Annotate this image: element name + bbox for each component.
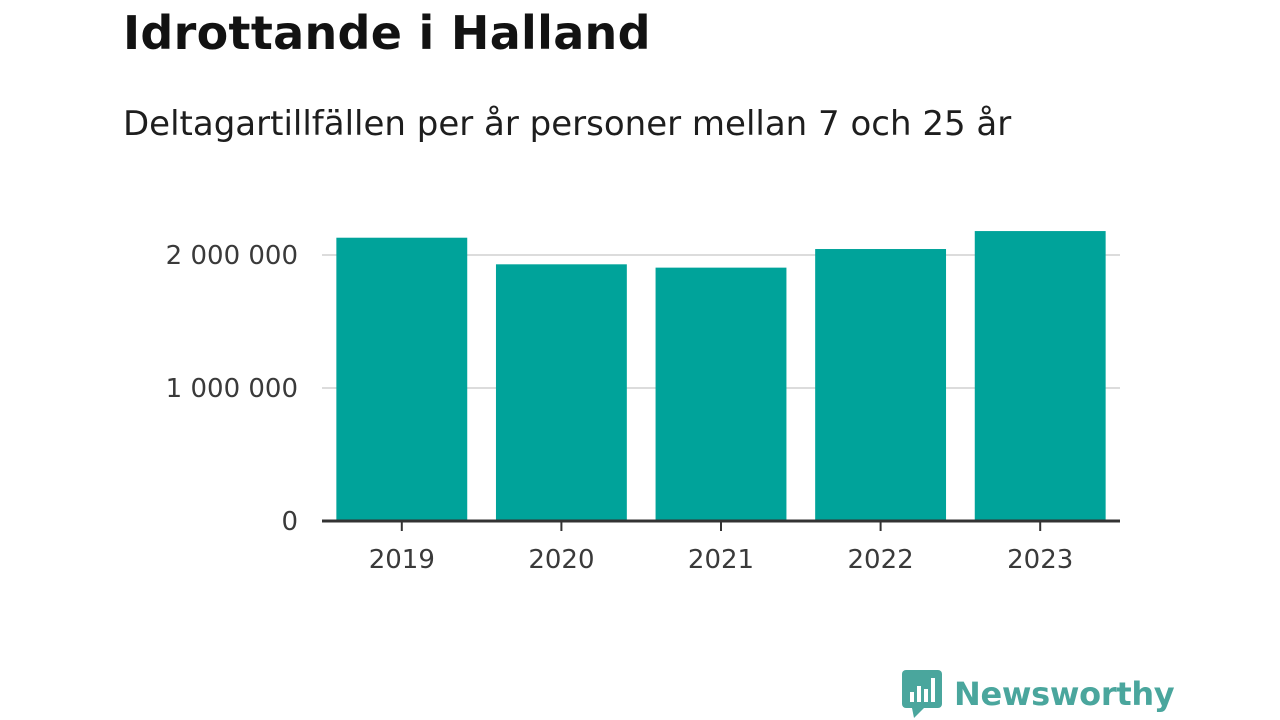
x-tick-label: 2023 xyxy=(1007,545,1073,575)
bar-2020 xyxy=(495,264,627,521)
newsworthy-logo: Newsworthy xyxy=(902,670,1175,718)
x-tick-label: 2022 xyxy=(848,545,914,575)
chart-subtitle: Deltagartillfällen per år personer mella… xyxy=(123,104,1012,144)
bar-chart: 0 1 000 000 2 000 000 2019 2020 2021 2022 2023 xyxy=(166,231,1120,575)
bar-2022 xyxy=(815,249,947,521)
tick-labels: 0 1 000 000 2 000 000 2019 2020 2021 2022 2023 xyxy=(166,241,1074,575)
y-tick-label: 1 000 000 xyxy=(166,374,298,404)
chart-title: Idrottande i Halland xyxy=(123,6,651,60)
y-tick-label: 2 000 000 xyxy=(166,241,298,271)
bar-2019 xyxy=(336,237,468,521)
x-tick-label: 2019 xyxy=(369,545,435,575)
x-tick-label: 2021 xyxy=(688,545,754,575)
bar-2023 xyxy=(974,231,1106,521)
x-tick-label: 2020 xyxy=(528,545,594,575)
y-tick-label: 0 xyxy=(281,507,298,537)
bars xyxy=(336,231,1106,521)
axes xyxy=(322,519,1120,531)
brand-name: Newsworthy xyxy=(954,675,1175,713)
bar-2021 xyxy=(655,267,787,521)
bar-chart-speech-bubble-icon xyxy=(902,670,942,718)
